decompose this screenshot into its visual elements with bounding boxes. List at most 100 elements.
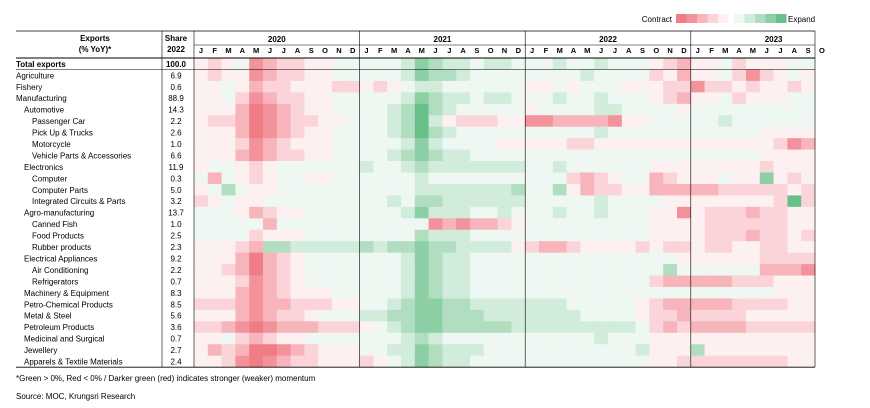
heatmap-cell	[263, 115, 278, 127]
heatmap-cell	[235, 321, 250, 334]
heatmap-cell	[276, 252, 291, 265]
heatmap-cell	[401, 321, 416, 334]
heatmap-cell	[580, 332, 595, 345]
heatmap-cell	[704, 332, 719, 345]
heatmap-cell	[525, 252, 540, 265]
heatmap-cell	[525, 321, 540, 334]
heatmap-cell	[594, 321, 609, 334]
heatmap-cell	[704, 275, 719, 288]
heatmap-cell	[718, 126, 733, 139]
heatmap-cell	[580, 195, 595, 208]
heatmap-cell	[690, 183, 705, 196]
row-label: Passenger Car	[32, 117, 86, 126]
heatmap-cell	[456, 218, 471, 231]
heatmap-cell	[401, 149, 416, 162]
heatmap-cell	[635, 115, 650, 127]
heatmap-cell	[525, 298, 540, 311]
heatmap-cell	[483, 355, 498, 368]
heatmap-cell	[511, 332, 526, 345]
heatmap-cell	[677, 287, 692, 299]
month-label: J	[599, 46, 603, 55]
heatmap-cell	[401, 183, 416, 196]
heatmap-cell	[525, 126, 540, 139]
heatmap-cell	[263, 58, 278, 70]
heatmap-cell	[414, 275, 429, 288]
heatmap-cell	[221, 103, 236, 116]
heatmap-cell	[732, 287, 747, 299]
row-label: Apparels & Textile Materials	[24, 358, 123, 367]
heatmap-cell	[663, 115, 678, 127]
heatmap-cell	[483, 161, 498, 173]
heatmap-cell	[801, 161, 816, 173]
heatmap-cell	[580, 218, 595, 231]
heatmap-cell	[649, 332, 664, 345]
heatmap-cell	[470, 161, 485, 173]
heatmap-cell	[732, 332, 747, 345]
heatmap-cell	[677, 126, 692, 139]
heatmap-cell	[428, 218, 443, 231]
heatmap-cell	[663, 344, 678, 356]
month-label: J	[613, 46, 617, 55]
heatmap-cell	[442, 298, 457, 311]
share-value: 6.6	[170, 151, 182, 160]
heatmap-cell	[249, 355, 264, 368]
heatmap-cell	[635, 218, 650, 231]
heatmap-cell	[801, 229, 816, 242]
heatmap-cell	[759, 126, 774, 139]
heatmap-cell	[442, 229, 457, 242]
heatmap-cell	[759, 161, 774, 173]
heatmap-cell	[414, 149, 429, 162]
heatmap-cell	[373, 92, 388, 105]
heatmap-cell	[746, 264, 761, 276]
heatmap-cell	[773, 161, 788, 173]
month-label: A	[571, 46, 577, 55]
heatmap-cell	[511, 321, 526, 334]
heatmap-cell	[249, 161, 264, 173]
heatmap-cell	[483, 69, 498, 82]
heatmap-cell	[414, 58, 429, 70]
heatmap-cell	[428, 287, 443, 299]
heatmap-cell	[690, 195, 705, 208]
heatmap-cell	[345, 115, 360, 127]
heatmap-cell	[580, 241, 595, 253]
heatmap-cell	[221, 287, 236, 299]
heatmap-cell	[414, 218, 429, 231]
heatmap-cell	[746, 287, 761, 299]
heatmap-cell	[635, 264, 650, 276]
heatmap-cell	[718, 183, 733, 196]
heatmap-cell	[249, 241, 264, 253]
source-note: Source: MOC, Krungsri Research	[16, 392, 136, 401]
heatmap-cell	[442, 241, 457, 253]
heatmap-cell	[608, 321, 623, 334]
month-label: S	[309, 46, 314, 55]
heatmap-cell	[332, 264, 347, 276]
heatmap-cell	[594, 183, 609, 196]
heatmap-cell	[566, 309, 581, 322]
heatmap-cell	[677, 218, 692, 231]
heatmap-cell	[787, 69, 802, 82]
legend-contract-swatch	[676, 14, 687, 23]
heatmap-cell	[621, 92, 636, 105]
heatmap-cell	[276, 355, 291, 368]
heatmap-cell	[580, 252, 595, 265]
heatmap-cell	[249, 58, 264, 70]
heatmap-cell	[718, 161, 733, 173]
heatmap-cell	[207, 58, 222, 70]
heatmap-cell	[732, 344, 747, 356]
column-headers: Exports (% YoY)* Share 2022	[79, 34, 188, 54]
heatmap-cell	[332, 149, 347, 162]
heatmap-cell	[787, 218, 802, 231]
heatmap-cell	[608, 161, 623, 173]
heatmap-cell	[608, 309, 623, 322]
heatmap-cell	[304, 80, 319, 93]
heatmap-cell	[359, 149, 374, 162]
heatmap-cell	[318, 344, 333, 356]
heatmap-cell	[787, 241, 802, 253]
heatmap-cell	[332, 138, 347, 150]
heatmap-cell	[580, 115, 595, 127]
heatmap-cell	[704, 138, 719, 150]
heatmap-cell	[249, 172, 264, 185]
heatmap-cell	[332, 69, 347, 82]
heatmap-cell	[677, 138, 692, 150]
heatmap-cell	[552, 80, 567, 93]
